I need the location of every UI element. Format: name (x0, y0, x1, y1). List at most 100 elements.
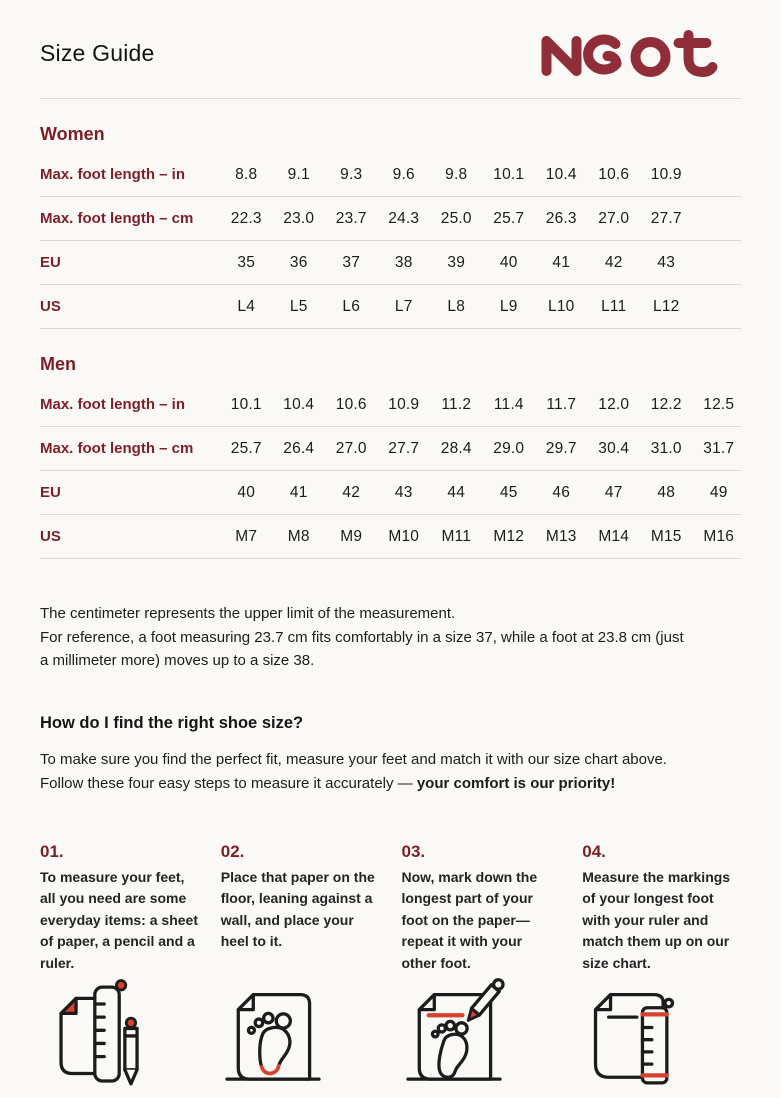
table-cell: 10.9 (378, 396, 431, 414)
table-cell: 10.9 (640, 166, 693, 184)
table-cell: 43 (378, 484, 431, 502)
table-cell: 27.7 (640, 210, 693, 228)
table-cell: L4 (220, 298, 273, 316)
paper-footprint-pencil-mark-icon (402, 974, 561, 1098)
table-cell: 39 (430, 254, 483, 272)
table-cell: 9.8 (430, 166, 483, 184)
step-number: 02. (221, 842, 380, 862)
table-cell: 24.3 (378, 210, 431, 228)
table-cell: L8 (430, 298, 483, 316)
table-cell: 10.1 (483, 166, 536, 184)
header: Size Guide (40, 0, 741, 99)
row-label: US (40, 298, 220, 315)
table-cell: 10.4 (273, 396, 326, 414)
table-cell: M11 (430, 528, 483, 546)
table-cell: 45 (483, 484, 536, 502)
paper-ruler-marks-icon (582, 974, 741, 1098)
table-cell: 49 (693, 484, 746, 502)
table-cell: M15 (640, 528, 693, 546)
paper-footprint-heel-icon (221, 974, 380, 1098)
table-cell: 27.0 (325, 440, 378, 458)
step-text: Measure the markings of your longest foo… (582, 867, 741, 975)
table-cell: L5 (273, 298, 326, 316)
table-cell: 10.1 (220, 396, 273, 414)
table-cell: M9 (325, 528, 378, 546)
table-cell: M12 (483, 528, 536, 546)
table-cell: 47 (588, 484, 641, 502)
table-cell: 26.3 (535, 210, 588, 228)
table-cell: 23.7 (325, 210, 378, 228)
table-cell: 31.0 (640, 440, 693, 458)
table-cell: 38 (378, 254, 431, 272)
step-text: Now, mark down the longest part of your … (402, 867, 561, 975)
table-cell: 36 (273, 254, 326, 272)
table-cell: 26.4 (273, 440, 326, 458)
table-cell: 12.0 (588, 396, 641, 414)
step-column: 02.Place that paper on the floor, leanin… (221, 842, 380, 1098)
page-title: Size Guide (40, 40, 155, 67)
row-label: Max. foot length – in (40, 396, 220, 413)
table-cell: 27.7 (378, 440, 431, 458)
row-label: EU (40, 484, 220, 501)
table-cell: M8 (273, 528, 326, 546)
table-cell: 25.7 (483, 210, 536, 228)
step-number: 03. (402, 842, 561, 862)
paper-ruler-pencil-icon (40, 974, 199, 1098)
table-cell: 10.4 (535, 166, 588, 184)
row-label: Max. foot length – cm (40, 440, 220, 457)
table-cell: 12.2 (640, 396, 693, 414)
table-cell: 23.0 (273, 210, 326, 228)
naot-logo-icon (536, 28, 741, 78)
table-cell: 40 (483, 254, 536, 272)
table-cell: 12.5 (693, 396, 746, 414)
table-cell: 31.7 (693, 440, 746, 458)
table-cell: 11.2 (430, 396, 483, 414)
measure-steps: 01.To measure your feet, all you need ar… (40, 842, 741, 1098)
table-cell: 27.0 (588, 210, 641, 228)
table-cell: 41 (273, 484, 326, 502)
table-cell: L7 (378, 298, 431, 316)
table-cell: 30.4 (588, 440, 641, 458)
step-number: 01. (40, 842, 199, 862)
step-number: 04. (582, 842, 741, 862)
table-cell: 10.6 (588, 166, 641, 184)
row-label: Max. foot length – cm (40, 210, 220, 227)
table-cell: M16 (693, 528, 746, 546)
howto-heading: How do I find the right shoe size? (40, 714, 741, 733)
table-cell: L11 (588, 298, 641, 316)
table-cell: 22.3 (220, 210, 273, 228)
table-cell: M13 (535, 528, 588, 546)
table-cell: 44 (430, 484, 483, 502)
cm-note-line2: For reference, a foot measuring 23.7 cm … (40, 629, 684, 670)
table-cell: L6 (325, 298, 378, 316)
section-heading: Women (40, 124, 741, 145)
row-label: US (40, 528, 220, 545)
table-cell: 29.0 (483, 440, 536, 458)
table-cell: 9.6 (378, 166, 431, 184)
table-cell: 9.3 (325, 166, 378, 184)
table-cell: 10.6 (325, 396, 378, 414)
table-cell: 42 (588, 254, 641, 272)
section-heading: Men (40, 354, 741, 375)
howto-intro: To make sure you find the perfect fit, m… (40, 748, 708, 796)
table-cell: 11.4 (483, 396, 536, 414)
table-cell: 46 (535, 484, 588, 502)
table-cell: 28.4 (430, 440, 483, 458)
table-cell: 40 (220, 484, 273, 502)
table-cell: M10 (378, 528, 431, 546)
